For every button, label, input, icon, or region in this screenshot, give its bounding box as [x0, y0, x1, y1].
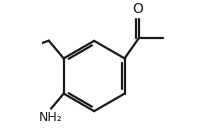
- Text: O: O: [132, 2, 143, 16]
- Text: NH₂: NH₂: [39, 111, 63, 124]
